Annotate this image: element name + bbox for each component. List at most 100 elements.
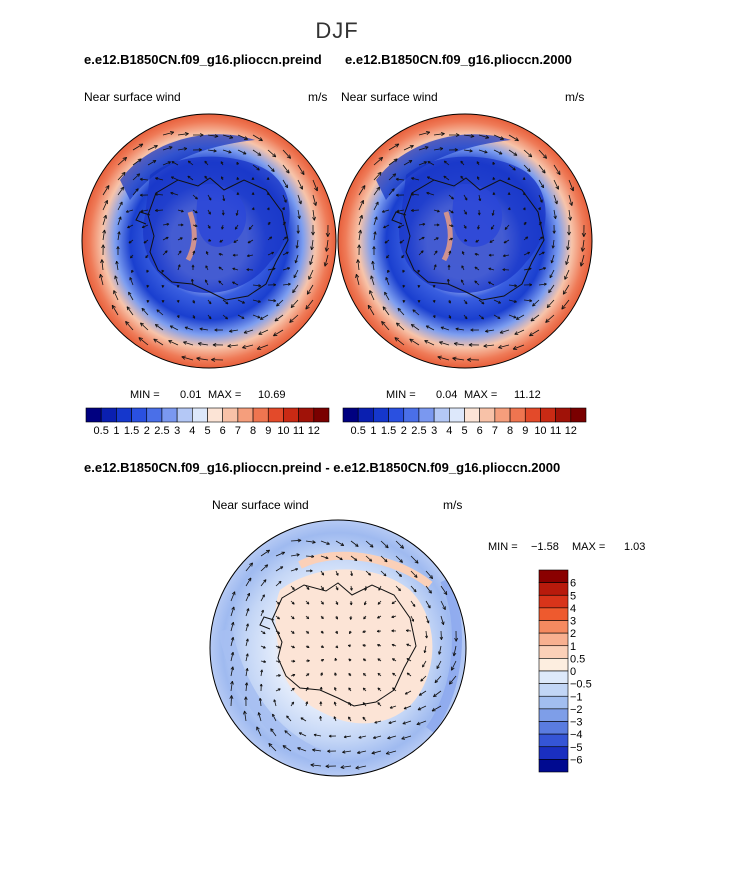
wind-vector-head	[251, 562, 254, 567]
colorbar-tick-label: 2.5	[411, 425, 426, 437]
colorbar-tick-label: −6	[570, 754, 583, 766]
wind-vector-head	[360, 200, 364, 204]
panel-2000-case-label: e.e12.B1850CN.f09_g16.plioccn.2000	[345, 52, 572, 67]
wind-vector-head	[552, 230, 555, 234]
wind-vector-head	[153, 338, 157, 343]
colorbar-tick-label: 1.5	[381, 425, 396, 437]
wind-vector-head	[414, 561, 419, 564]
colorbar-tick-label: 12	[565, 425, 577, 437]
wind-vector-head	[443, 621, 445, 625]
wind-vector	[451, 660, 457, 671]
wind-vector-head	[432, 300, 435, 303]
wind-vector-head	[248, 226, 251, 230]
wind-vector-head	[285, 171, 290, 174]
wind-vector-head	[384, 291, 388, 295]
wind-vector-head	[349, 588, 353, 591]
wind-vector	[523, 251, 530, 256]
wind-vector-head	[249, 562, 253, 565]
wind-vector-head	[401, 255, 403, 258]
wind-vector-head	[357, 244, 360, 249]
wind-vector-head	[542, 156, 547, 159]
wind-vector	[258, 329, 269, 335]
wind-vector	[454, 343, 465, 346]
wind-vector-head	[264, 579, 267, 583]
wind-vector-head	[454, 342, 458, 344]
wind-vector-head	[320, 686, 323, 690]
wind-vector-head	[398, 589, 401, 592]
panel-diff-coastline	[271, 582, 417, 707]
wind-vector-head	[388, 721, 392, 724]
wind-vector-head	[258, 152, 262, 156]
wind-vector-head	[357, 752, 361, 755]
wind-vector-head	[169, 325, 173, 329]
wind-vector-head	[321, 573, 324, 576]
wind-vector-head	[348, 716, 351, 719]
wind-vector-head	[184, 132, 189, 134]
wind-vector-head	[371, 750, 375, 754]
wind-vector-head	[389, 705, 393, 709]
wind-vector	[538, 251, 545, 256]
wind-vector-head	[394, 337, 399, 339]
wind-vector	[449, 675, 457, 685]
wind-vector-head	[407, 672, 410, 674]
wind-vector	[561, 299, 570, 310]
wind-vector-head	[455, 133, 460, 136]
wind-vector-head	[392, 672, 396, 675]
wind-vector	[548, 284, 555, 293]
wind-vector	[222, 134, 233, 139]
wind-vector-head	[176, 300, 179, 303]
wind-vector-head	[292, 674, 296, 677]
wind-vector-head	[298, 201, 302, 205]
wind-vector-head	[128, 291, 132, 295]
wind-vector-head	[220, 161, 224, 164]
wind-vector	[335, 540, 344, 546]
wind-vector-head	[527, 170, 531, 172]
wind-vector	[237, 134, 248, 140]
wind-vector-head	[462, 251, 465, 254]
wind-vector	[309, 254, 314, 265]
wind-vector	[252, 299, 261, 303]
wind-vector-head	[369, 545, 374, 548]
wind-vector-head	[453, 343, 458, 346]
wind-vector-head	[448, 264, 451, 268]
wind-vector-head	[528, 168, 531, 172]
wind-vector	[523, 164, 531, 172]
wind-vector	[227, 344, 239, 347]
wind-vector	[199, 328, 209, 331]
wind-vector-head	[320, 617, 324, 620]
colorbar-tick-label: 4	[446, 425, 452, 437]
wind-vector-head	[544, 283, 547, 286]
wind-vector-head	[198, 149, 202, 152]
wind-vector-head	[420, 678, 422, 682]
wind-vector-head	[284, 730, 288, 732]
wind-vector-head	[340, 765, 345, 768]
wind-vector-head	[116, 260, 119, 264]
wind-vector-head	[432, 285, 435, 288]
wind-vector-head	[429, 576, 433, 579]
wind-vector-head	[514, 152, 518, 156]
wind-vector-head	[231, 591, 236, 595]
wind-vector-head	[297, 539, 302, 543]
wind-vector	[530, 314, 540, 322]
wind-vector	[418, 250, 424, 256]
wind-vector-head	[267, 549, 270, 554]
wind-vector-head	[257, 154, 261, 156]
wind-vector-head	[464, 317, 468, 320]
wind-vector-head	[137, 158, 142, 160]
wind-vector	[282, 149, 291, 159]
wind-vector-head	[321, 588, 324, 591]
wind-vector	[127, 224, 134, 229]
wind-vector-head	[169, 146, 173, 150]
wind-vector-head	[355, 765, 359, 769]
colorbar-tick-label: −3	[570, 717, 583, 729]
wind-vector-head	[285, 236, 288, 240]
wind-vector-head	[397, 308, 400, 312]
wind-vector-head	[436, 237, 439, 240]
colorbar-swatch	[207, 407, 223, 423]
wind-vector-head	[470, 134, 475, 137]
wind-vector	[508, 134, 519, 142]
wind-vector	[433, 264, 437, 271]
wind-vector	[256, 726, 262, 737]
wind-vector-head	[448, 316, 451, 319]
wind-vector-head	[433, 695, 437, 698]
